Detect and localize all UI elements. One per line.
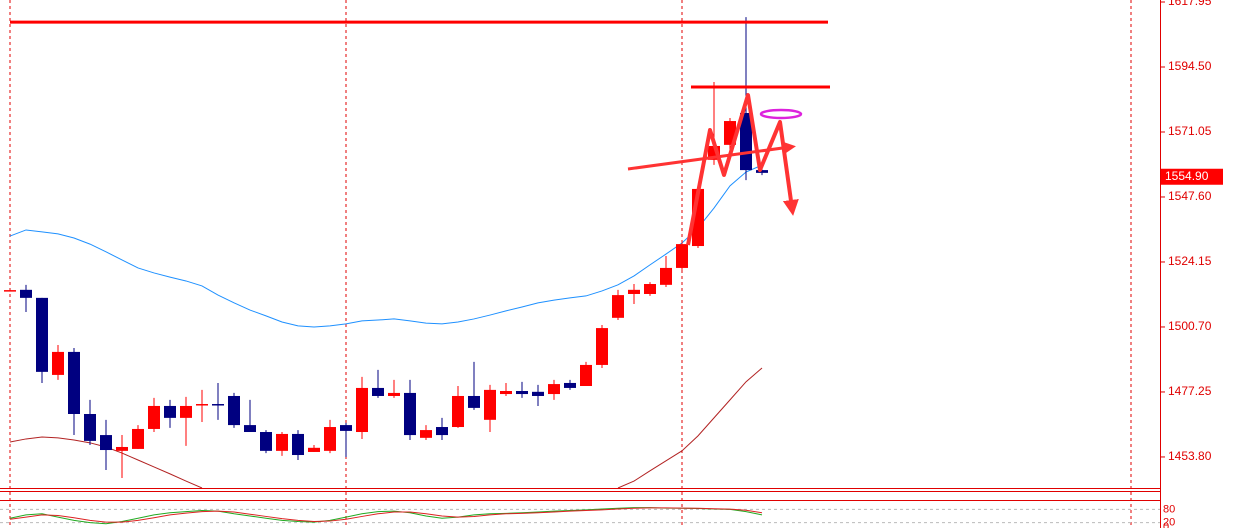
- candle-body: [116, 446, 128, 451]
- indicator-tick-label: 0: [1163, 521, 1169, 528]
- candle-body: [612, 295, 624, 318]
- candle-body: [628, 289, 640, 294]
- candle-body: [340, 425, 352, 431]
- candle-body: [404, 392, 416, 436]
- zigzag-arrow: [686, 93, 799, 246]
- candle-body: [532, 391, 544, 396]
- highlight-ellipse: [759, 108, 803, 120]
- last-price-label: 1554.90: [1165, 169, 1209, 183]
- candle-body: [196, 404, 208, 406]
- main-panel: [4, 17, 768, 488]
- candle-body: [468, 395, 480, 408]
- y-tick-label: 1617.95: [1168, 0, 1212, 8]
- annotations: [627, 93, 803, 246]
- candle-body: [420, 430, 432, 438]
- candle-body: [660, 267, 672, 285]
- candle-body: [212, 404, 224, 406]
- candle-body: [452, 395, 464, 428]
- candle-body: [4, 290, 16, 292]
- candle-body: [228, 395, 240, 426]
- candle-body: [564, 382, 576, 388]
- candle-body: [516, 390, 528, 395]
- candle-body: [740, 112, 752, 171]
- candle-body: [500, 390, 512, 395]
- y-tick-label: 1500.70: [1168, 319, 1212, 333]
- candle-body: [260, 432, 272, 451]
- trend-arrow: [627, 141, 796, 171]
- candle-body: [276, 433, 288, 451]
- candle-body: [180, 405, 192, 418]
- candle-body: [52, 351, 64, 375]
- candle-body: [676, 244, 688, 268]
- candle-body: [292, 433, 304, 456]
- candle-body: [148, 405, 160, 429]
- last-price-box: [1161, 168, 1223, 185]
- indicator-tick-label: 80: [1163, 503, 1175, 515]
- candle-body: [100, 435, 112, 451]
- y-tick-label: 1477.25: [1168, 384, 1212, 398]
- ma-line: [9, 507, 763, 523]
- candle-body: [756, 170, 768, 173]
- candle-body: [36, 297, 48, 372]
- candle-body: [244, 425, 256, 433]
- candle-body: [308, 447, 320, 452]
- y-tick-label: 1571.05: [1168, 124, 1212, 138]
- candle-body: [324, 427, 336, 451]
- panel-borders: [0, 0, 1161, 528]
- candle-body: [580, 364, 592, 387]
- period-separators: [9, 0, 1132, 528]
- candle-body: [132, 428, 144, 449]
- ma-line: [9, 507, 763, 525]
- candle-body: [436, 427, 448, 436]
- ma-line: [617, 367, 763, 488]
- candle-body: [548, 384, 560, 395]
- candle-body: [20, 289, 32, 298]
- candle-body: [644, 284, 656, 294]
- candle-body: [372, 387, 384, 396]
- candle-body: [84, 413, 96, 441]
- candle-body: [484, 389, 496, 420]
- candle-body: [388, 392, 400, 396]
- candle-body: [68, 351, 80, 414]
- candle-body: [356, 387, 368, 433]
- candle-body: [596, 328, 608, 365]
- ma-line: [9, 164, 763, 328]
- y-tick-label: 1594.50: [1168, 59, 1212, 73]
- y-tick-label: 1547.60: [1168, 189, 1212, 203]
- y-tick-label: 1453.80: [1168, 449, 1212, 463]
- y-tick-label: 1524.15: [1168, 254, 1212, 268]
- candle-body: [164, 405, 176, 418]
- indicator-tick-label: 20: [1163, 517, 1175, 528]
